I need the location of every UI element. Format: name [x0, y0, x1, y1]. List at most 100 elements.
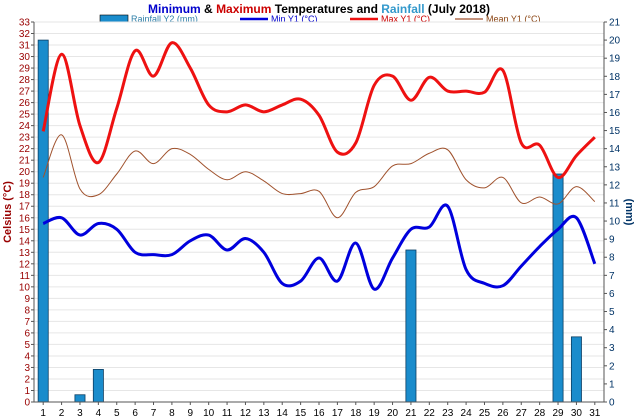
title-part-5: (July 2018): [425, 2, 490, 16]
y1-tick-label-23: 23: [19, 133, 31, 144]
y2-tick-label-13: 13: [609, 162, 621, 173]
rainfall-bar-day-3: [74, 394, 86, 403]
y1-tick-label-11: 11: [20, 271, 31, 282]
x-tick-label-10: 10: [203, 408, 215, 419]
x-tick-label-20: 20: [387, 408, 399, 419]
x-tick-label-30: 30: [571, 408, 583, 419]
legend-label-3: Mean Y1 (°C): [486, 14, 540, 24]
y1-tick-label-31: 31: [19, 41, 31, 52]
y2-tick-label-8: 8: [609, 253, 615, 264]
y1-tick-label-12: 12: [19, 259, 31, 270]
y2-tick-label-14: 14: [609, 144, 621, 155]
rainfall-bar-day-21: [405, 249, 417, 403]
max-temperature-line: [41, 41, 596, 179]
x-tick-label-16: 16: [313, 408, 325, 419]
x-tick-label-2: 2: [59, 408, 65, 419]
x-tick-label-25: 25: [479, 408, 491, 419]
x-tick-label-15: 15: [295, 408, 307, 419]
y1-tick-label-7: 7: [24, 317, 30, 328]
y1-axis-label: Celsius (°C): [2, 181, 14, 243]
min-temperature-line: [42, 203, 597, 291]
y2-tick-label-0: 0: [609, 398, 615, 409]
x-tick-label-5: 5: [114, 408, 120, 419]
temperature-lines: [41, 41, 597, 291]
chart-legend: Rainfall Y2 (mm) Min Y1 (°C) Max Y1 (°C) Me…: [99, 14, 540, 24]
plot-background: [34, 22, 604, 402]
y2-tick-label-18: 18: [609, 72, 621, 83]
x-tick-label-23: 23: [442, 408, 454, 419]
y2-tick-label-10: 10: [609, 217, 621, 228]
title-part-0: Minimum: [148, 2, 201, 16]
x-tick-label-4: 4: [96, 408, 102, 419]
chart-title-text: Minimum & Maximum Temperatures and Rainf…: [148, 2, 490, 16]
rainfall-bar-day-4: [92, 369, 104, 403]
y1-tick-label-27: 27: [19, 87, 31, 98]
x-tick-label-19: 19: [369, 408, 381, 419]
title-part-4: Rainfall: [381, 2, 424, 16]
y1-tick-label-8: 8: [24, 305, 30, 316]
y1-tick-label-3: 3: [24, 363, 30, 374]
y2-tick-label-2: 2: [609, 361, 615, 372]
x-tick-label-17: 17: [332, 408, 344, 419]
y1-tick-label-28: 28: [19, 75, 31, 86]
y2-tick-label-15: 15: [609, 126, 621, 137]
y1-tick-label-15: 15: [19, 225, 31, 236]
y1-tick-label-33: 33: [19, 18, 31, 29]
x-tick-label-14: 14: [277, 408, 289, 419]
y2-tick-label-4: 4: [609, 325, 615, 336]
x-tick-label-8: 8: [169, 408, 175, 419]
x-tick-label-27: 27: [516, 408, 528, 419]
y1-tick-label-4: 4: [24, 351, 30, 362]
y1-tick-label-24: 24: [19, 121, 31, 132]
y2-axis-label: (mm): [623, 199, 635, 226]
x-tick-label-13: 13: [258, 408, 270, 419]
title-part-3: Temperatures and: [271, 2, 381, 16]
title-part-1: &: [201, 2, 216, 16]
axes: 0123456789101112131415161718192021222324…: [19, 18, 621, 420]
title-part-2: Maximum: [216, 2, 271, 16]
y1-tick-label-14: 14: [19, 236, 31, 247]
y1-tick-label-20: 20: [19, 167, 31, 178]
plot-area: [34, 21, 604, 403]
x-tick-label-7: 7: [151, 408, 157, 419]
y1-tick-label-18: 18: [19, 190, 31, 201]
y2-tick-label-20: 20: [609, 36, 621, 47]
y1-tick-label-0: 0: [24, 398, 30, 409]
x-tick-label-3: 3: [77, 408, 83, 419]
x-tick-label-22: 22: [424, 408, 436, 419]
y1-tick-label-26: 26: [19, 98, 31, 109]
y1-tick-label-32: 32: [19, 29, 31, 40]
y1-tick-label-5: 5: [24, 340, 30, 351]
y2-tick-label-16: 16: [609, 108, 621, 119]
y1-tick-label-22: 22: [19, 144, 31, 155]
y2-tick-label-19: 19: [609, 54, 621, 65]
y1-tick-label-25: 25: [19, 110, 31, 121]
y2-tick-label-17: 17: [609, 90, 621, 101]
y2-tick-label-6: 6: [609, 289, 615, 300]
y2-tick-label-3: 3: [609, 343, 615, 354]
x-tick-label-26: 26: [497, 408, 509, 419]
y1-tick-label-19: 19: [19, 179, 31, 190]
x-tick-label-29: 29: [552, 408, 564, 419]
x-tick-label-31: 31: [589, 408, 601, 419]
y1-tick-label-6: 6: [24, 328, 30, 339]
y1-tick-label-10: 10: [19, 282, 31, 293]
x-tick-label-24: 24: [461, 408, 473, 419]
x-tick-label-6: 6: [132, 408, 138, 419]
y2-tick-label-12: 12: [609, 180, 621, 191]
chart-title: Minimum & Maximum Temperatures and Rainf…: [148, 2, 490, 16]
y1-tick-label-21: 21: [19, 156, 31, 167]
y1-tick-label-9: 9: [24, 294, 30, 305]
x-tick-label-1: 1: [40, 408, 46, 419]
y2-tick-label-1: 1: [609, 379, 615, 390]
y2-tick-label-11: 11: [609, 198, 620, 209]
y1-tick-label-16: 16: [19, 213, 31, 224]
y1-tick-label-30: 30: [19, 52, 31, 63]
legend-label-2: Max Y1 (°C): [381, 14, 430, 24]
y2-tick-label-5: 5: [609, 307, 615, 318]
legend-label-0: Rainfall Y2 (mm): [131, 14, 198, 24]
x-tick-label-9: 9: [188, 408, 194, 419]
y1-tick-label-17: 17: [19, 202, 31, 213]
y2-tick-label-7: 7: [609, 271, 615, 282]
